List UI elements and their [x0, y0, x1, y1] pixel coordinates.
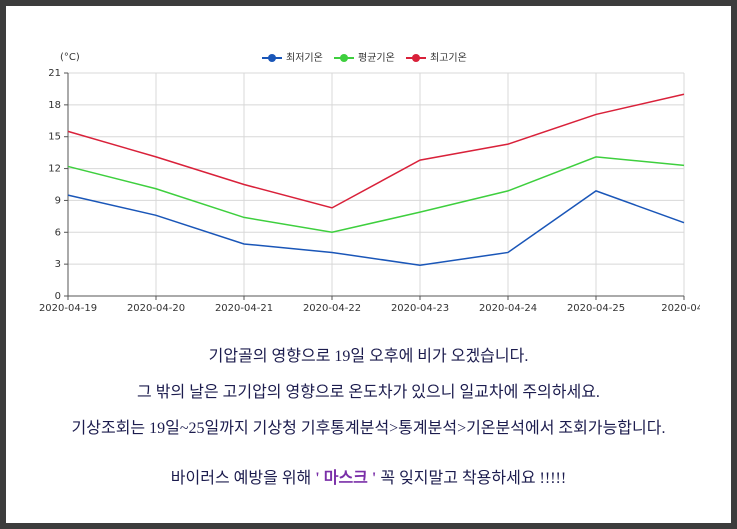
x-tick-label: 2020-04-20: [127, 303, 185, 314]
notes: 기압골의 영향으로 19일 오후에 비가 오겠습니다. 그 밖의 날은 고기압의…: [6, 342, 731, 500]
y-tick-label: 18: [48, 100, 61, 111]
series-line: [67, 190, 685, 266]
legend-label: 최고기온: [430, 52, 467, 64]
x-tick-label: 2020-04-: [661, 303, 700, 314]
legend-marker: [268, 54, 276, 62]
legend-marker: [412, 54, 420, 62]
x-tick-label: 2020-04-23: [391, 303, 449, 314]
x-tick-label: 2020-04-25: [567, 303, 625, 314]
legend-label: 평균기온: [358, 52, 395, 64]
note: 기압골의 영향으로 19일 오후에 비가 오겠습니다.: [208, 348, 529, 365]
series-line: [67, 156, 685, 234]
chart: (°C) 0 3 6 9 12 15 18 21 2020-04-19 2020-04-20 202…: [39, 52, 700, 314]
note: 그 밖의 날은 고기압의 영향으로 온도차가 있으니 일교차에 주의하세요.: [137, 384, 600, 401]
y-tick-label: 12: [48, 164, 61, 175]
y-tick-label: 3: [55, 259, 61, 270]
y-unit: (°C): [60, 52, 80, 63]
x-tick-label: 2020-04-24: [479, 303, 537, 314]
y-tick-label: 0: [55, 291, 61, 302]
legend-label: 최저기온: [286, 52, 323, 64]
notice-text: 꼭 잊지말고 착용하세요 !!!!!: [380, 470, 567, 487]
note: 기상조회는 19일~25일까지 기상청 기후통계분석>통계분석>기온분석에서 조…: [71, 420, 666, 437]
series-line: [67, 93, 685, 209]
y-tick-label: 21: [48, 68, 61, 79]
y-tick-label: 9: [55, 195, 61, 206]
x-tick-label: 2020-04-19: [39, 303, 97, 314]
notice-highlight: ' 마스크 ': [315, 470, 377, 487]
legend-marker: [340, 54, 348, 62]
y-tick-label: 15: [48, 132, 61, 143]
notice-text: 바이러스 예방을 위해: [170, 470, 312, 487]
notice: 바이러스 예방을 위해 ' 마스크 ' 꼭 잊지말고 착용하세요 !!!!!: [6, 464, 731, 488]
x-tick-label: 2020-04-21: [215, 303, 273, 314]
y-tick-label: 6: [55, 227, 61, 238]
x-tick-label: 2020-04-22: [303, 303, 361, 314]
